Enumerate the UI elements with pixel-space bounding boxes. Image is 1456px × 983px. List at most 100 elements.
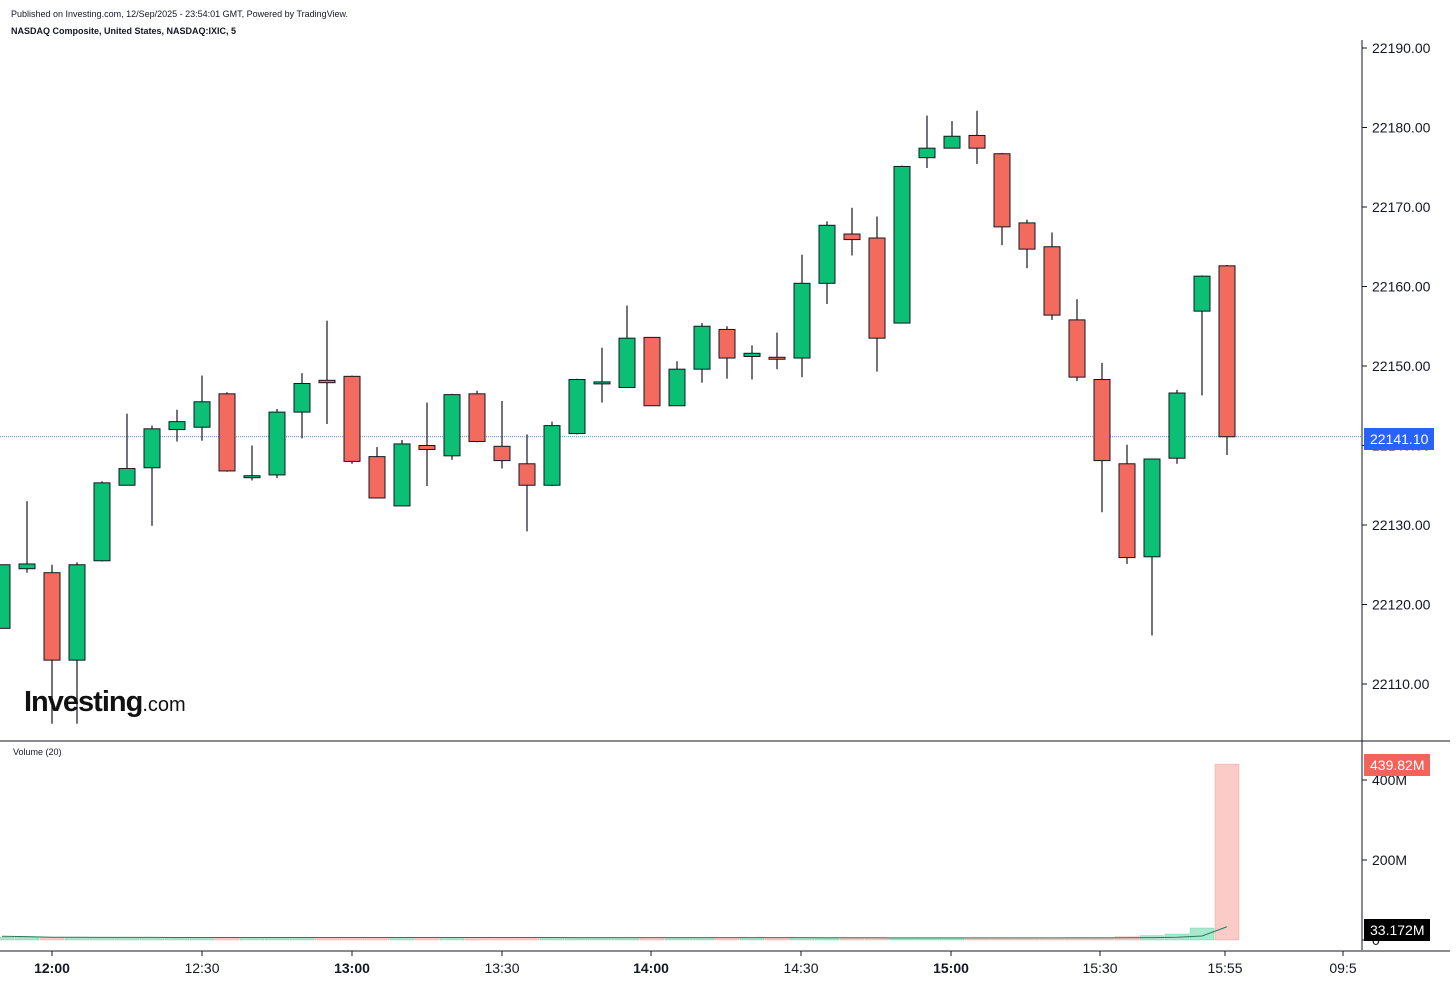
time-tick-label: 13:00 (334, 960, 370, 976)
volume-bar (189, 937, 215, 941)
candle-body (618, 337, 636, 388)
candle-body (1068, 319, 1086, 378)
candle (43, 564, 61, 724)
volume-bar (864, 937, 890, 941)
candle (1093, 362, 1111, 513)
candle (143, 425, 161, 526)
volume-bar (0, 936, 15, 941)
candle (0, 564, 11, 629)
price-tick-label: 22180.00 (1372, 120, 1431, 136)
candle-body (118, 468, 136, 486)
volume-bar (164, 937, 190, 941)
volume-bar (939, 937, 965, 941)
candle (668, 361, 686, 407)
candle (918, 115, 936, 169)
candle (268, 408, 286, 479)
candle-body (968, 134, 986, 149)
candle (768, 332, 786, 370)
volume-bar (1114, 936, 1140, 941)
candle (743, 345, 761, 380)
volume-bar (814, 937, 840, 941)
candle-body (93, 482, 111, 562)
candle (518, 434, 536, 532)
published-line: Published on Investing.com, 12/Sep/2025 … (11, 9, 349, 19)
candle-body (668, 368, 686, 407)
candle-body (318, 379, 336, 384)
candle-body (793, 282, 811, 359)
candle (243, 445, 261, 481)
candle (1143, 458, 1161, 636)
candle-body (568, 379, 586, 435)
candle-body (43, 572, 61, 661)
candle-body (68, 564, 86, 661)
time-tick-label: 13:30 (484, 960, 519, 976)
candle (443, 393, 461, 460)
candle-body (943, 135, 961, 149)
candle (468, 390, 486, 443)
candle-body (843, 233, 861, 241)
candle-body (143, 428, 161, 469)
axes (0, 40, 1450, 956)
candle-body (418, 445, 436, 450)
time-tick-label: 14:30 (783, 960, 818, 976)
candle-body (0, 564, 11, 629)
symbol-line: NASDAQ Composite, United States, NASDAQ:… (11, 26, 237, 36)
volume-bar (964, 937, 990, 941)
volume-bar (889, 937, 915, 941)
volume-bar (1189, 927, 1215, 941)
volume-bar (39, 937, 65, 941)
candle (993, 152, 1011, 246)
candle (843, 207, 861, 256)
time-tick-label: 12:30 (184, 960, 219, 976)
candle (368, 447, 386, 499)
time-tick-label: 15:30 (1082, 960, 1117, 976)
candle-body (343, 375, 361, 462)
candle (818, 221, 836, 304)
candle-body (693, 325, 711, 370)
candle (318, 320, 336, 425)
candle (493, 400, 511, 469)
candle-body (1168, 392, 1186, 459)
last-volume-badge: 439.82M (1364, 754, 1431, 776)
candle-body (1193, 275, 1211, 312)
candle (193, 375, 211, 441)
candle-body (1218, 265, 1236, 438)
volume-bar (1214, 763, 1240, 941)
candle (1043, 232, 1061, 320)
candle (18, 501, 36, 573)
volume-ma-badge: 33.172M (1364, 919, 1431, 941)
candle-body (718, 328, 736, 359)
price-tick-label: 22190.00 (1372, 40, 1431, 56)
volume-tick-label: 200M (1372, 852, 1407, 868)
candle (893, 165, 911, 324)
candle-body (743, 352, 761, 357)
investing-logo: Investing.com (24, 686, 186, 719)
candle (418, 402, 436, 487)
candle-body (1018, 222, 1036, 250)
candle-body (493, 445, 511, 462)
candle (543, 421, 561, 487)
candle (868, 216, 886, 372)
candle-body (593, 381, 611, 385)
logo-main: Investing (24, 686, 143, 718)
candle-body (818, 224, 836, 284)
candle-body (643, 336, 661, 407)
candle-body (218, 393, 236, 472)
volume-tick-label: 400M (1372, 772, 1407, 788)
candle (718, 326, 736, 379)
candle-body (1043, 246, 1061, 316)
candle (1218, 265, 1236, 456)
candle-body (993, 153, 1011, 228)
candle-body (443, 394, 461, 457)
candle (93, 481, 111, 562)
candle (943, 121, 961, 149)
candle-body (868, 237, 886, 339)
candle (568, 378, 586, 435)
candle-body (543, 425, 561, 486)
volume-bar (114, 937, 140, 941)
volume-pane-label: Volume (20) (13, 747, 62, 757)
candle-body (918, 147, 936, 159)
candle-body (768, 356, 786, 360)
candle (1168, 389, 1186, 464)
